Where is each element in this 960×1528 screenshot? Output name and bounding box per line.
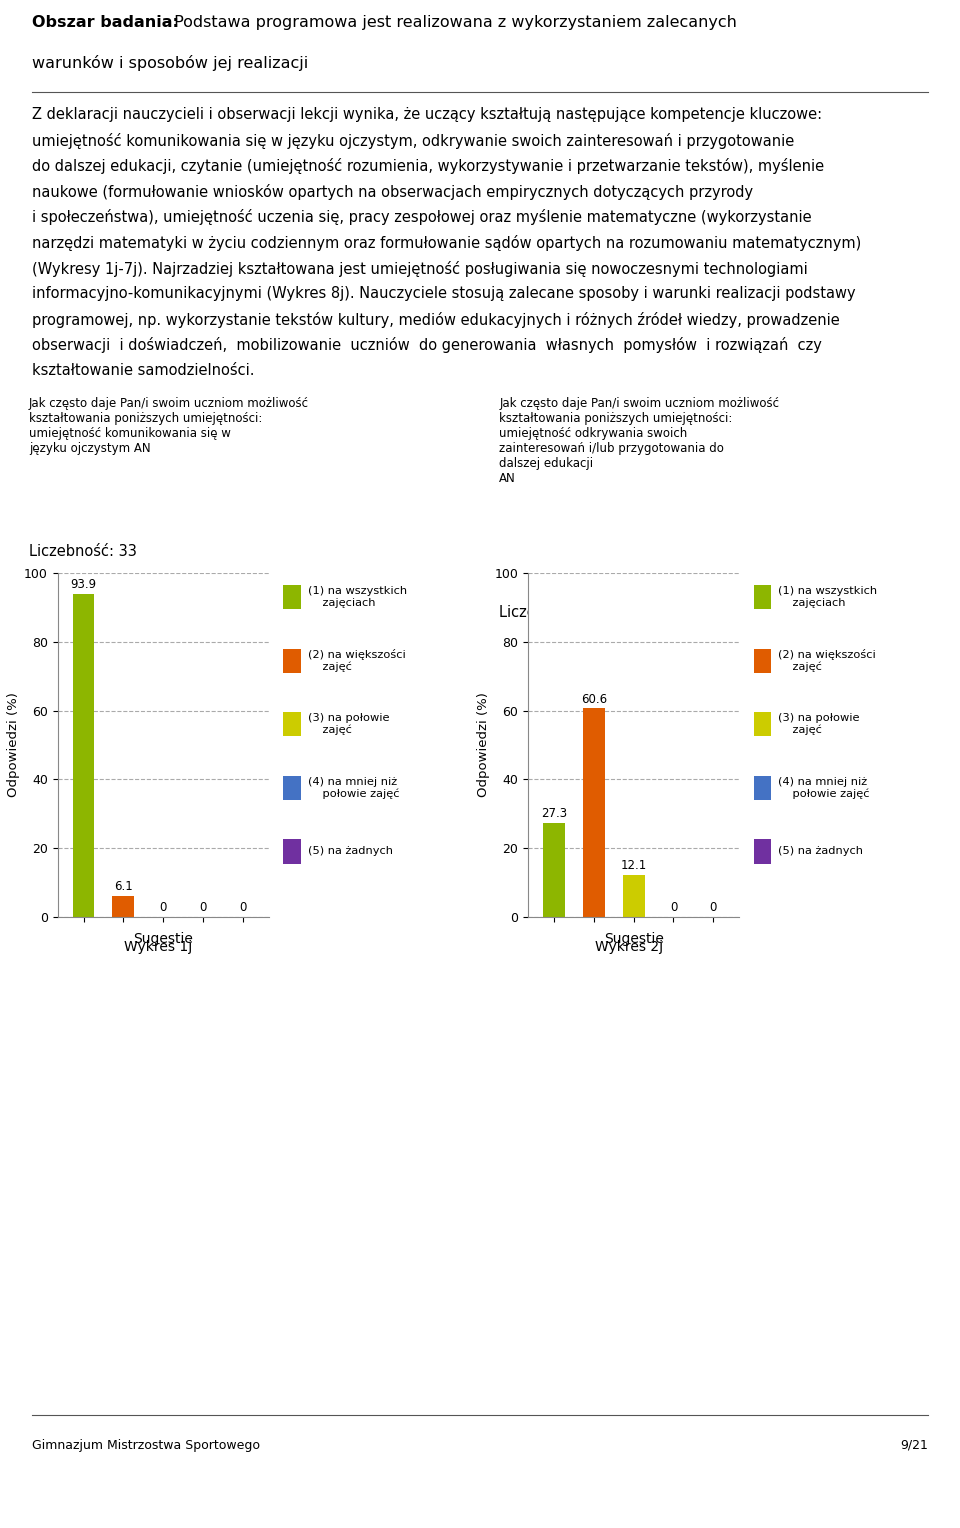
Bar [283,776,301,799]
Text: (3) na połowie
    zajęć: (3) na połowie zajęć [308,714,390,735]
Bar [73,594,94,917]
Text: Obszar badania:: Obszar badania: [32,15,179,31]
Text: (5) na żadnych: (5) na żadnych [308,847,393,857]
Text: 0: 0 [159,902,167,914]
Text: Liczebność: 33: Liczebność: 33 [29,544,136,559]
Text: Jak często daje Pan/i swoim uczniom możliwość
kształtowania poniższych umiejętno: Jak często daje Pan/i swoim uczniom możl… [29,397,309,455]
Bar [283,839,301,863]
Text: (1) na wszystkich
    zajęciach: (1) na wszystkich zajęciach [779,587,877,608]
Text: 0: 0 [200,902,206,914]
Bar [754,585,772,610]
Text: 9/21: 9/21 [900,1439,928,1452]
Text: (Wykresy 1j-7j). Najrzadziej kształtowana jest umiejętność posługiwania się nowo: (Wykresy 1j-7j). Najrzadziej kształtowan… [32,260,807,277]
Bar [583,709,605,917]
X-axis label: Sugestie: Sugestie [604,932,663,946]
Text: (4) na mniej niż
    połowie zajęć: (4) na mniej niż połowie zajęć [779,776,870,799]
Text: 6.1: 6.1 [114,880,132,892]
Bar [623,876,644,917]
Text: obserwacji  i doświadczeń,  mobilizowanie  uczniów  do generowania  własnych  po: obserwacji i doświadczeń, mobilizowanie … [32,338,822,353]
Bar [112,895,134,917]
Text: (3) na połowie
    zajęć: (3) na połowie zajęć [779,714,860,735]
Text: Podstawa programowa jest realizowana z wykorzystaniem zalecanych: Podstawa programowa jest realizowana z w… [169,15,737,31]
Text: 0: 0 [670,902,677,914]
Text: (2) na większości
    zajęć: (2) na większości zajęć [779,649,876,672]
Text: 60.6: 60.6 [581,692,607,706]
Y-axis label: Odpowiedzi (%): Odpowiedzi (%) [477,692,491,798]
Text: do dalszej edukacji, czytanie (umiejętność rozumienia, wykorzystywanie i przetwa: do dalszej edukacji, czytanie (umiejętno… [32,159,824,174]
Text: warunków i sposobów jej realizacji: warunków i sposobów jej realizacji [32,55,308,72]
Text: narzędzi matematyki w życiu codziennym oraz formułowanie sądów opartych na rozum: narzędzi matematyki w życiu codziennym o… [32,235,861,251]
Text: 27.3: 27.3 [540,807,567,821]
Text: 12.1: 12.1 [620,859,647,872]
Text: 93.9: 93.9 [70,578,97,591]
Bar [283,648,301,672]
Text: kształtowanie samodzielności.: kształtowanie samodzielności. [32,364,254,377]
Bar [754,839,772,863]
Bar [754,712,772,736]
Text: naukowe (formułowanie wniosków opartych na obserwacjach empirycznych dotyczących: naukowe (formułowanie wniosków opartych … [32,183,753,200]
Text: Wykres 1j: Wykres 1j [124,940,193,955]
Text: informacyjno-komunikacyjnymi (Wykres 8j). Nauczyciele stosują zalecane sposoby i: informacyjno-komunikacyjnymi (Wykres 8j)… [32,286,855,301]
Text: programowej, np. wykorzystanie tekstów kultury, mediów edukacyjnych i różnych źr: programowej, np. wykorzystanie tekstów k… [32,312,839,327]
X-axis label: Sugestie: Sugestie [133,932,193,946]
Bar [283,585,301,610]
Text: (2) na większości
    zajęć: (2) na większości zajęć [308,649,406,672]
Text: Z deklaracji nauczycieli i obserwacji lekcji wynika, że uczący kształtują następ: Z deklaracji nauczycieli i obserwacji le… [32,107,822,122]
Text: Gimnazjum Mistrzostwa Sportowego: Gimnazjum Mistrzostwa Sportowego [32,1439,259,1452]
Text: Jak często daje Pan/i swoim uczniom możliwość
kształtowania poniższych umiejętno: Jak często daje Pan/i swoim uczniom możl… [499,397,780,486]
Bar [283,712,301,736]
Text: (5) na żadnych: (5) na żadnych [779,847,863,857]
Text: i społeczeństwa), umiejętność uczenia się, pracy zespołowej oraz myślenie matema: i społeczeństwa), umiejętność uczenia si… [32,209,811,225]
Text: (1) na wszystkich
    zajęciach: (1) na wszystkich zajęciach [308,587,407,608]
Text: 0: 0 [239,902,247,914]
Y-axis label: Odpowiedzi (%): Odpowiedzi (%) [7,692,20,798]
Text: Liczebność: 33: Liczebność: 33 [499,605,607,620]
Bar [543,824,564,917]
Bar [754,776,772,799]
Text: (4) na mniej niż
    połowie zajęć: (4) na mniej niż połowie zajęć [308,776,399,799]
Text: 0: 0 [709,902,717,914]
Bar [754,648,772,672]
Text: Wykres 2j: Wykres 2j [595,940,662,955]
Text: umiejętność komunikowania się w języku ojczystym, odkrywanie swoich zainteresowa: umiejętność komunikowania się w języku o… [32,133,794,148]
